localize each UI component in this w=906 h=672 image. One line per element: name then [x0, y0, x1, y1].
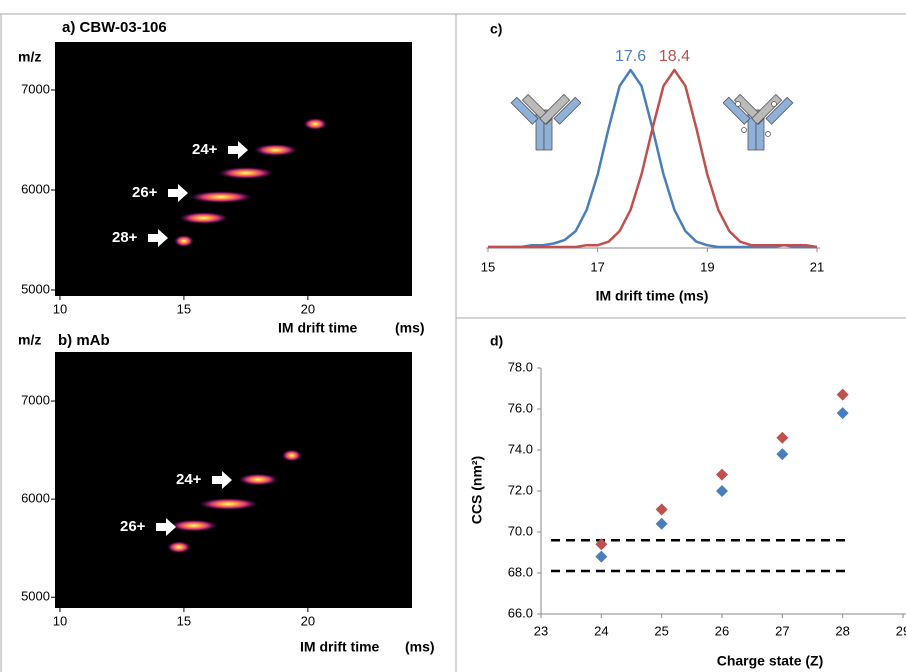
ion-signal	[166, 541, 191, 554]
arrow	[168, 184, 188, 202]
x-axis-label: IM drift time (ms)	[596, 288, 709, 304]
panel-title: a) CBW-03-106	[62, 19, 167, 36]
plot-area	[55, 352, 412, 608]
ion-signal	[169, 519, 218, 532]
y-tick-label: 66.0	[508, 605, 533, 620]
x-tick-label: 23	[534, 623, 548, 638]
arrow	[148, 229, 168, 247]
x-tick-label: 10	[53, 301, 67, 316]
y-tick-label: 7000	[21, 392, 50, 407]
y-tick-label: 72.0	[508, 482, 533, 497]
peak-label: 17.6	[615, 48, 646, 65]
ion-signal	[281, 449, 302, 462]
x-tick-label: 15	[177, 301, 191, 316]
panel-title: d)	[490, 333, 503, 349]
x-tick-label: 20	[301, 301, 315, 316]
charge-label: 26+	[120, 518, 146, 535]
y-tick-label: 78.0	[508, 359, 533, 374]
y-axis-label: CCS (nm²)	[469, 456, 485, 524]
panel-title: b) mAb	[58, 332, 110, 349]
panel-title: c)	[490, 21, 502, 37]
ion-signal	[253, 144, 298, 156]
peak-label: 18.4	[659, 48, 690, 65]
y-axis-label: m/z	[18, 332, 41, 348]
y-tick-label: 5000	[21, 589, 50, 604]
y-tick-label: 74.0	[508, 441, 533, 456]
ion-signal	[173, 235, 194, 247]
y-tick-label: 68.0	[508, 564, 533, 579]
y-tick-label: 6000	[21, 181, 50, 196]
ion-signal	[178, 212, 229, 224]
y-tick-label: 70.0	[508, 523, 533, 538]
y-tick-label: 5000	[21, 281, 50, 296]
x-tick-label: 15	[177, 613, 191, 628]
data-point	[716, 468, 728, 481]
data-point	[655, 503, 668, 516]
data-point	[776, 448, 789, 461]
x-axis-label: IM drift time	[278, 320, 358, 336]
x-tick-label: 24	[594, 623, 608, 638]
x-axis-unit: (ms)	[405, 639, 435, 655]
x-tick-label: 26	[715, 623, 729, 638]
y-tick-label: 6000	[21, 491, 50, 506]
ion-signal	[303, 118, 328, 130]
y-axis-label: m/z	[18, 49, 41, 65]
data-point	[655, 517, 668, 530]
x-tick-label: 20	[301, 613, 315, 628]
x-tick-label: 15	[481, 259, 495, 274]
charge-label: 26+	[132, 184, 158, 201]
x-tick-label: 17	[590, 259, 604, 274]
charge-label: 24+	[192, 141, 218, 158]
data-point	[836, 407, 849, 420]
y-tick-label: 7000	[21, 81, 50, 96]
x-tick-label: 21	[810, 259, 824, 274]
antibody-icon	[510, 93, 794, 151]
data-point	[776, 431, 789, 444]
x-axis-unit: (ms)	[395, 320, 425, 336]
charge-label: 28+	[112, 229, 138, 246]
data-point	[716, 485, 728, 497]
x-tick-label: 10	[53, 613, 67, 628]
y-tick-label: 76.0	[508, 400, 533, 415]
data-point	[595, 538, 608, 551]
x-tick-label: 25	[654, 623, 668, 638]
data-point	[595, 550, 608, 563]
x-axis-label: Charge state (Z)	[717, 653, 824, 669]
x-tick-label: 29	[896, 623, 906, 638]
frame	[0, 13, 906, 672]
arrow	[228, 141, 248, 159]
ion-signal	[189, 191, 254, 203]
x-tick-label: 19	[700, 259, 714, 274]
x-tick-label: 28	[835, 623, 849, 638]
data-point	[836, 388, 849, 401]
arrow	[156, 518, 176, 536]
x-tick-label: 27	[775, 623, 789, 638]
ion-signal	[198, 498, 259, 511]
drift-curve	[488, 68, 817, 249]
drift-curve	[488, 68, 818, 249]
x-axis-label: IM drift time	[300, 639, 380, 655]
ion-signal	[217, 167, 274, 179]
arrow	[212, 471, 232, 489]
ion-signal	[238, 473, 279, 486]
charge-label: 24+	[176, 471, 202, 488]
